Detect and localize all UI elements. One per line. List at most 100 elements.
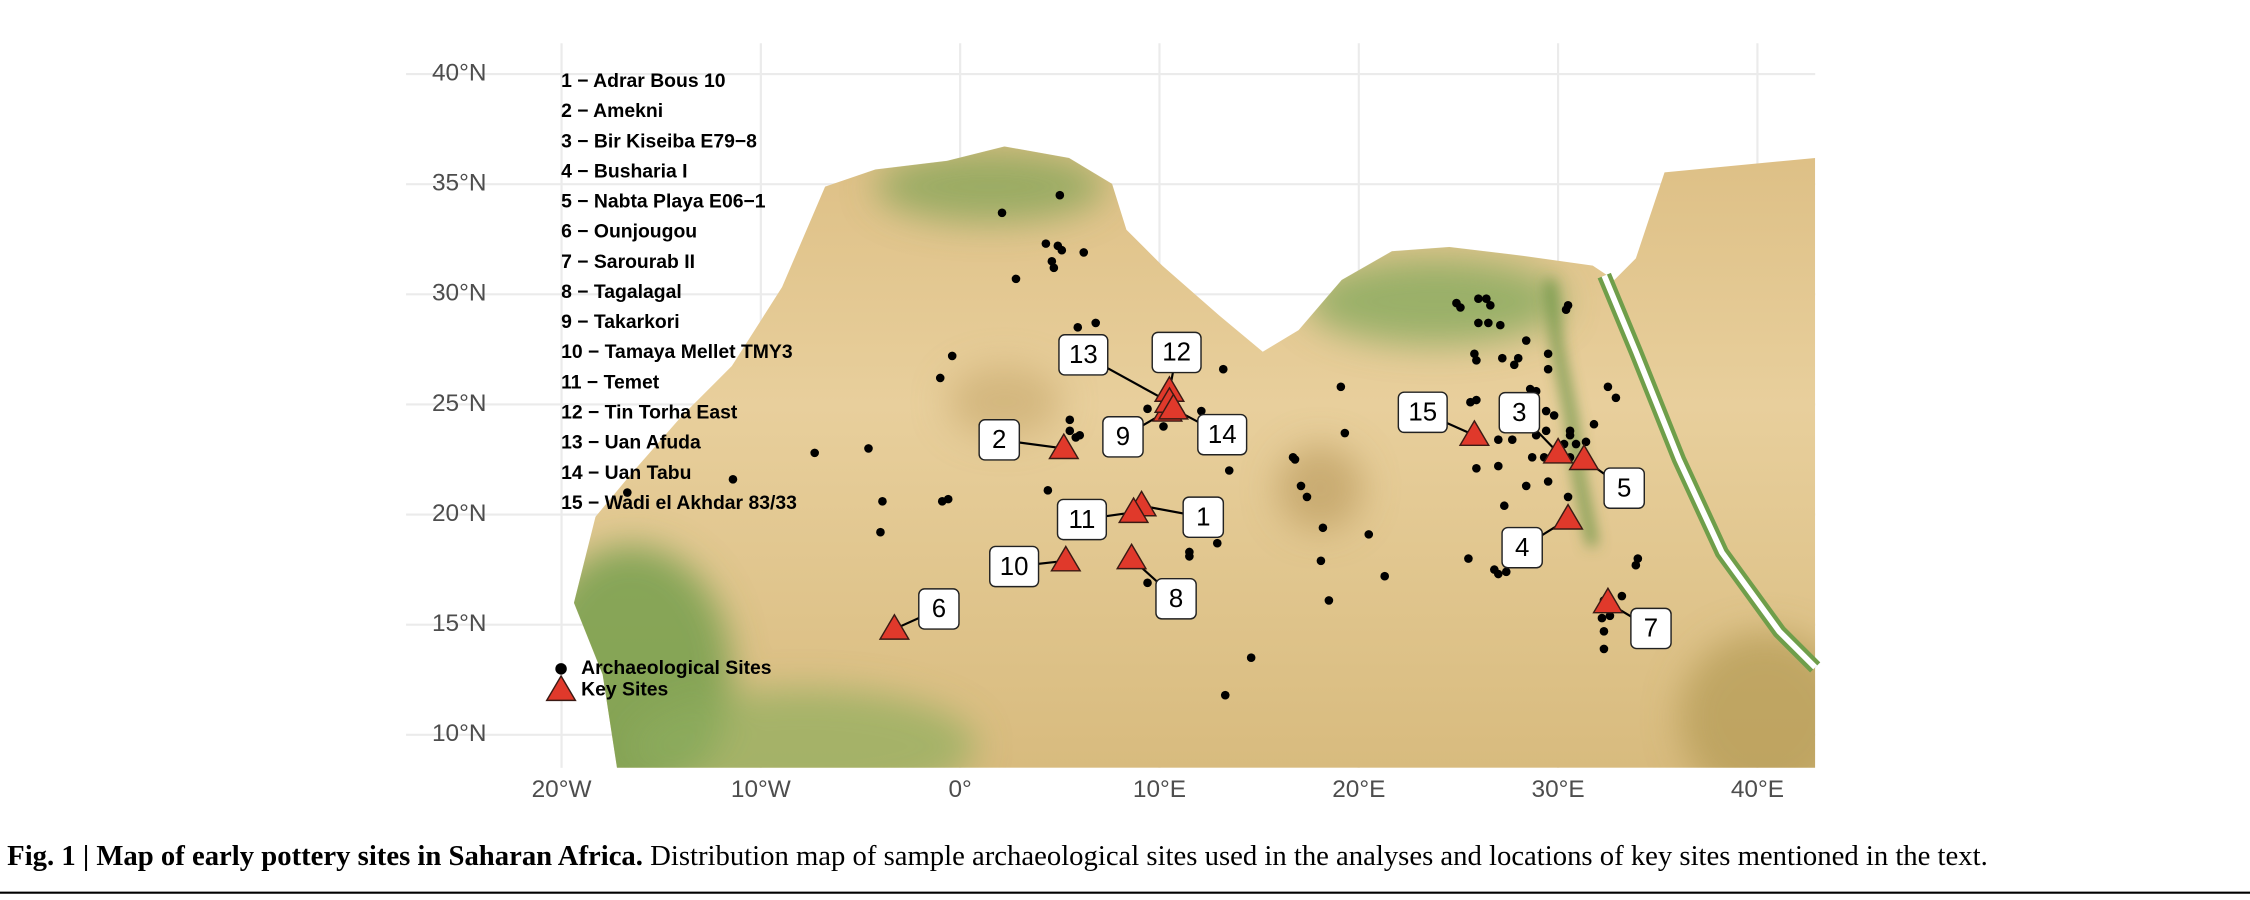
site-list-entry: 8 − Tagalagal (561, 281, 682, 303)
key-site-marker (1050, 545, 1082, 572)
label-box (918, 588, 960, 630)
site-dot (1212, 538, 1222, 548)
site-dot (1364, 530, 1374, 539)
label-box (1197, 413, 1248, 456)
site-dot (1011, 274, 1021, 284)
key-site-marker (1542, 437, 1574, 464)
x-tick-label: 20°E (1332, 776, 1385, 803)
site-dot (1543, 364, 1553, 374)
key-site-marker (1115, 542, 1148, 570)
red-sea (1601, 274, 1818, 670)
site-dot (1288, 452, 1298, 462)
site-list-entry: 11 − Temet (561, 371, 660, 393)
site-dot (1611, 393, 1621, 403)
label-box (989, 545, 1040, 588)
site-dot (1597, 613, 1607, 623)
caption-text: Distribution map of sample archaeologica… (643, 840, 1988, 872)
site-dot (1599, 644, 1609, 654)
site-list-entry: 7 − Sarourab II (561, 251, 695, 273)
key-site-label: 9 (1116, 423, 1130, 451)
site-dot (935, 373, 945, 383)
y-tick-label: 10°N (432, 720, 486, 747)
site-dot (1541, 406, 1551, 416)
site-dot (1527, 452, 1537, 462)
site-dot (1075, 430, 1085, 440)
x-tick-label: 20°W (532, 776, 592, 803)
site-dot (943, 494, 953, 504)
site-dot (1507, 435, 1517, 444)
site-dot (1509, 360, 1519, 370)
site-list-entry: 4 − Busharia I (561, 160, 687, 182)
site-dot (1302, 492, 1312, 502)
site-dot (1603, 382, 1613, 392)
key-site-label: 7 (1644, 615, 1658, 643)
site-dot (1541, 426, 1551, 436)
key-site-marker (1157, 393, 1190, 420)
site-dot (1599, 626, 1609, 636)
site-dot (997, 208, 1007, 218)
key-site-label: 3 (1512, 399, 1526, 427)
site-dot (1197, 406, 1206, 416)
y-tick-label: 40°N (432, 59, 486, 86)
site-dot (1581, 437, 1591, 447)
y-tick-label: 30°N (432, 280, 486, 307)
site-dot (1218, 364, 1228, 374)
site-dot (1501, 567, 1511, 577)
label-box (1151, 331, 1202, 374)
site-dot (1549, 411, 1559, 420)
key-site-marker (1568, 443, 1600, 471)
key-site-marker (1117, 496, 1150, 524)
site-dot (1499, 501, 1509, 511)
site-dot (947, 351, 957, 361)
site-dot (1143, 404, 1152, 414)
site-dot (1043, 486, 1053, 495)
key-site-label: 13 (1069, 341, 1098, 369)
label-box (1102, 416, 1144, 458)
site-list-entry: 10 − Tamaya Mellet TMY3 (561, 341, 793, 363)
site-dot (1589, 419, 1599, 429)
site-list-entry: 12 − Tin Torha East (561, 402, 738, 424)
site-dot (1561, 305, 1571, 315)
site-dot (1486, 300, 1495, 310)
label-box (1397, 391, 1448, 434)
key-site-label: 8 (1169, 585, 1183, 613)
label-box (1155, 577, 1197, 620)
site-dot (1185, 552, 1194, 561)
site-list-entry: 3 − Bir Kiseiba E79−8 (561, 130, 757, 152)
site-dot (1494, 569, 1503, 579)
label-box (1182, 496, 1225, 539)
key-site-label: 1 (1196, 503, 1210, 531)
legend-label: Key Sites (581, 678, 668, 700)
site-dot (1474, 318, 1483, 328)
label-box (1630, 607, 1672, 650)
x-tick-label: 0° (949, 776, 972, 803)
site-dot (1316, 556, 1326, 566)
legend-triangle (545, 674, 577, 702)
site-dot (1497, 353, 1507, 363)
site-dot (1543, 349, 1553, 359)
label-box (1603, 467, 1645, 509)
label-box (1501, 526, 1543, 569)
site-dot (1470, 349, 1479, 359)
site-dot (1521, 336, 1531, 345)
site-dot (876, 527, 885, 537)
site-dot (1631, 560, 1641, 570)
key-site-label: 2 (992, 426, 1006, 454)
site-dot (1340, 428, 1350, 438)
site-dot (1296, 481, 1306, 491)
site-dot (1565, 426, 1575, 436)
nile (1545, 279, 1598, 547)
key-site-label: 10 (1000, 553, 1029, 581)
caption: Fig. 1 | Map of early pottery sites in S… (7, 840, 1988, 872)
site-dot (1617, 591, 1627, 601)
site-dot (1543, 477, 1553, 486)
x-tick-label: 10°W (731, 776, 791, 803)
site-dot (878, 497, 887, 506)
site-list-entry: 13 − Uan Afuda (561, 432, 701, 454)
site-dot (1049, 263, 1059, 273)
site-dot (1494, 461, 1503, 471)
y-tick-label: 15°N (432, 610, 486, 637)
site-dot (1472, 395, 1481, 405)
